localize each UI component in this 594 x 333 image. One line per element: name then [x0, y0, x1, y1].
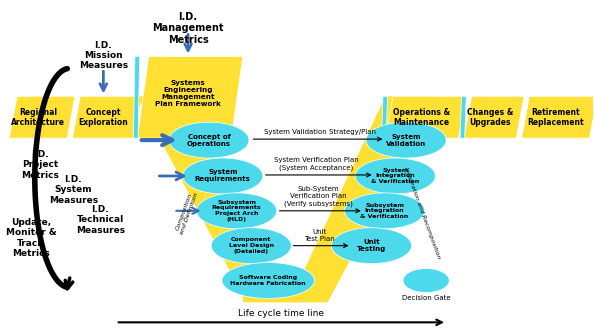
Text: Update,
Monitor &
Track
Metrics: Update, Monitor & Track Metrics	[5, 218, 56, 258]
Polygon shape	[289, 96, 438, 302]
Polygon shape	[460, 96, 466, 138]
Text: System
Requirements: System Requirements	[195, 169, 251, 182]
Text: System
Validation: System Validation	[386, 134, 426, 147]
Text: Subsystem
Integration
& Verification: Subsystem Integration & Verification	[361, 202, 409, 219]
Text: I.D.
Technical
Measures: I.D. Technical Measures	[75, 205, 125, 235]
Text: Changes &
Upgrades: Changes & Upgrades	[467, 108, 513, 127]
Text: Component
Level Design
(Detailed): Component Level Design (Detailed)	[229, 237, 274, 254]
Polygon shape	[169, 122, 249, 158]
Text: Unit
Test Plan: Unit Test Plan	[305, 229, 335, 242]
Text: Unit
Testing: Unit Testing	[357, 239, 386, 252]
Polygon shape	[10, 96, 75, 138]
Text: Life cycle time line: Life cycle time line	[238, 309, 324, 318]
Text: I.D.
Mission
Measures: I.D. Mission Measures	[79, 41, 128, 70]
Text: Retirement
Replacement: Retirement Replacement	[527, 108, 584, 127]
Text: I.D.
Management
Metrics: I.D. Management Metrics	[152, 12, 224, 45]
Text: Composition
and Definition: Composition and Definition	[174, 190, 199, 235]
Text: Subsystem
Requirements
Project Arch
(HLD): Subsystem Requirements Project Arch (HLD…	[212, 199, 261, 222]
Text: Software Coding
Hardware Fabrication: Software Coding Hardware Fabrication	[230, 275, 306, 286]
Polygon shape	[72, 96, 142, 138]
Polygon shape	[134, 96, 139, 138]
Polygon shape	[331, 228, 412, 264]
Polygon shape	[243, 287, 327, 302]
Polygon shape	[345, 193, 425, 229]
Text: Regional
Architecture: Regional Architecture	[11, 108, 65, 127]
Text: Systems
Engineering
Management
Plan Framework: Systems Engineering Management Plan Fram…	[155, 80, 221, 107]
Polygon shape	[197, 193, 277, 229]
Text: Decision Gate: Decision Gate	[402, 295, 450, 301]
Polygon shape	[183, 158, 263, 194]
Polygon shape	[222, 263, 314, 298]
Polygon shape	[386, 96, 466, 138]
Polygon shape	[211, 228, 291, 264]
Text: Operations &
Maintenance: Operations & Maintenance	[393, 108, 450, 127]
Polygon shape	[522, 96, 594, 138]
Polygon shape	[381, 96, 388, 138]
Polygon shape	[134, 57, 140, 138]
Polygon shape	[464, 96, 524, 138]
Polygon shape	[366, 122, 446, 158]
Text: System Verification Plan
(System Acceptance): System Verification Plan (System Accepta…	[274, 158, 358, 171]
Polygon shape	[355, 158, 435, 194]
Polygon shape	[137, 96, 289, 302]
Text: Integration and Recomposition: Integration and Recomposition	[403, 166, 441, 259]
Text: Concept
Exploration: Concept Exploration	[78, 108, 128, 127]
Text: Sub-System
Verification Plan
(Verify subsystems): Sub-System Verification Plan (Verify sub…	[284, 186, 353, 207]
Polygon shape	[403, 269, 449, 292]
Text: System Validation Strategy/Plan: System Validation Strategy/Plan	[264, 129, 376, 135]
Text: System
Integration
& Verification: System Integration & Verification	[371, 167, 419, 184]
Text: I.D.
System
Measures: I.D. System Measures	[49, 175, 98, 205]
Polygon shape	[137, 57, 243, 138]
Text: Concept of
Operations: Concept of Operations	[187, 134, 231, 147]
Text: I.D.
Project
Metrics: I.D. Project Metrics	[21, 150, 59, 180]
